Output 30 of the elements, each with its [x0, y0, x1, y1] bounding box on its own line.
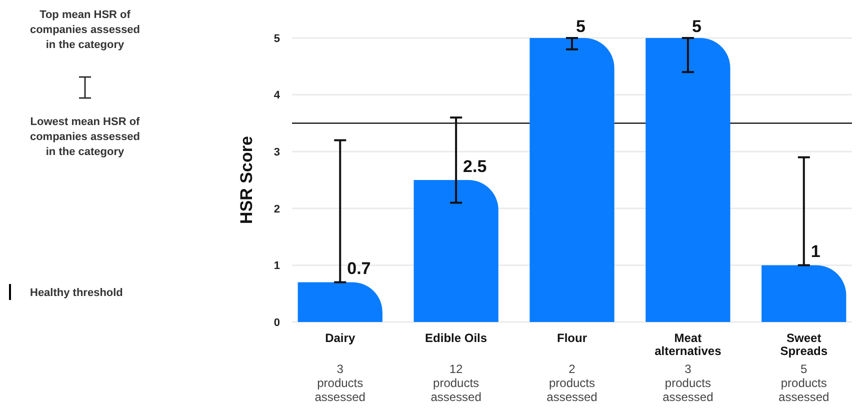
text: Lowest mean HSR of companies assessed in the category: [30, 116, 140, 158]
y-tick-label: 1: [274, 260, 280, 272]
data-label: 5: [692, 17, 702, 36]
x-tick-label: Sweet Spreads: [780, 331, 828, 358]
y-tick-label: 0: [274, 316, 280, 329]
text: 5 products assessed: [778, 362, 830, 404]
x-tick-label: Meat alternatives: [654, 331, 722, 358]
data-label: 0.7: [347, 259, 371, 278]
y-tick-label: 4: [274, 90, 281, 102]
x-tick-label: Edible Oils: [425, 331, 488, 345]
y-axis-title: HSR Score: [237, 136, 256, 224]
y-tick-label: 5: [274, 32, 280, 45]
text: 3 products assessed: [314, 362, 366, 404]
x-tick-label: Dairy: [325, 331, 356, 345]
legend-label: Healthy threshold: [30, 287, 123, 299]
bar: [646, 38, 730, 322]
bar: [762, 265, 846, 322]
text: 3 products assessed: [662, 362, 714, 404]
bar: [414, 180, 498, 322]
data-label: 1: [810, 242, 820, 262]
bar: [298, 282, 382, 322]
bar: [530, 38, 614, 322]
text: 12 products assessed: [430, 362, 482, 404]
text: 2 products assessed: [546, 362, 598, 404]
data-label: 2.5: [463, 157, 487, 176]
x-tick-label: Flour: [557, 331, 588, 345]
y-tick-label: 3: [274, 146, 280, 158]
y-tick-label: 2: [274, 203, 280, 216]
data-label: 5: [576, 17, 586, 36]
text: Top mean HSR of companies assessed in the category: [30, 9, 140, 51]
